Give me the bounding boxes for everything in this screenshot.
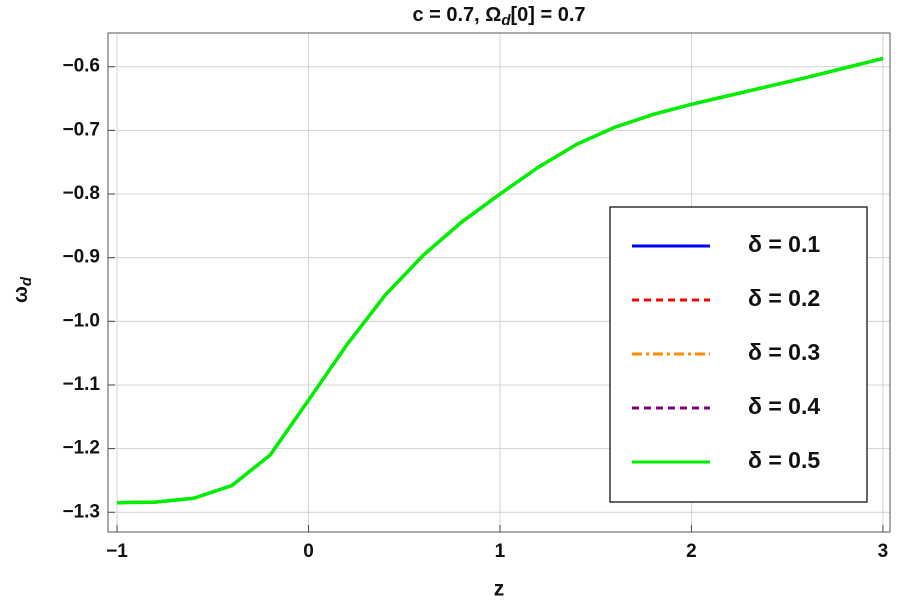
y-tick-label: −1.2 [62, 438, 100, 459]
legend-label: δ = 0.5 [748, 447, 820, 473]
y-tick-label: −1.3 [62, 501, 100, 522]
y-tick-label: −0.6 [62, 56, 100, 77]
legend-label: δ = 0.4 [748, 393, 820, 419]
legend: δ = 0.1 δ = 0.2 δ = 0.3 δ = 0.4 δ = 0.5 [609, 206, 868, 503]
plot-frame [107, 32, 891, 533]
y-axis-label: ωd [10, 276, 35, 303]
legend-label: δ = 0.1 [748, 231, 820, 257]
y-tick-label: −0.8 [62, 183, 100, 204]
x-tick-label: 3 [878, 541, 889, 562]
y-tick-label: −0.7 [62, 119, 100, 140]
chart-title: c = 0.7, Ωd[0] = 0.7 [412, 4, 585, 29]
x-tick-label: 0 [303, 541, 314, 562]
legend-label: δ = 0.3 [748, 339, 820, 365]
legend-box [609, 206, 868, 503]
y-tick-label: −0.9 [62, 247, 100, 268]
series-line [116, 56, 884, 505]
x-tick-label: 2 [686, 541, 697, 562]
y-tick-label: −1.1 [62, 374, 100, 395]
x-tick-label: 1 [495, 541, 506, 562]
x-tick-label: −1 [106, 541, 128, 562]
legend-label: δ = 0.2 [748, 285, 820, 311]
x-axis-label: z [494, 578, 505, 601]
y-tick-label: −1.0 [62, 310, 100, 331]
